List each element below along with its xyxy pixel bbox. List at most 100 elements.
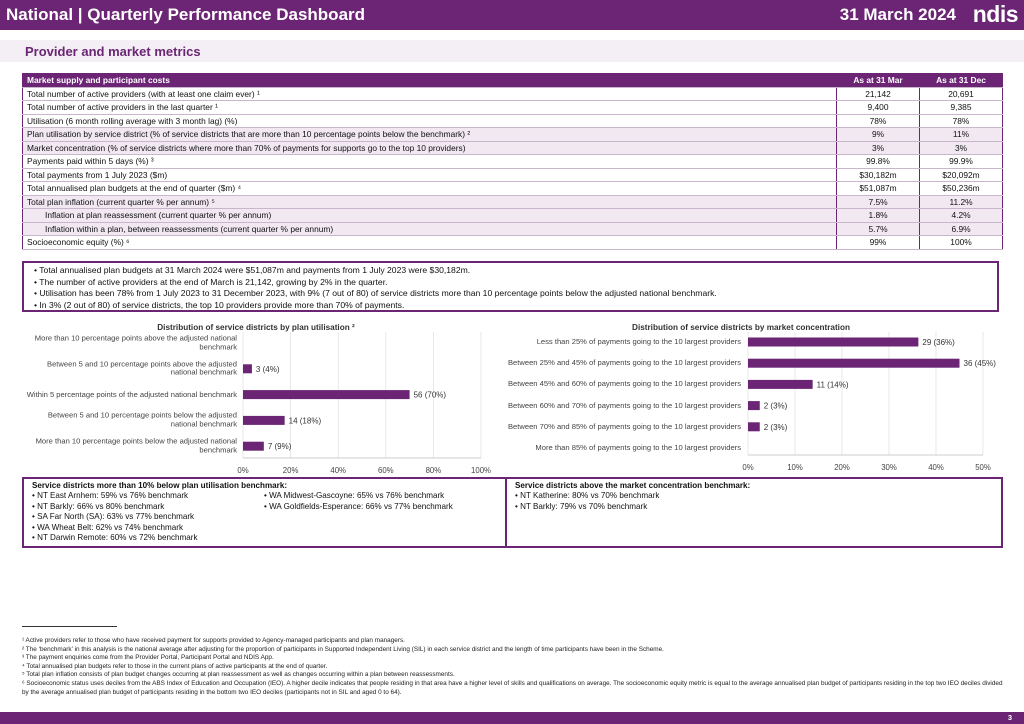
table-cell: 20,691 xyxy=(919,87,1003,101)
y-category-label: More than 10 percentage points above the… xyxy=(34,333,237,351)
bullet-marker: • xyxy=(32,491,38,500)
footer-bar xyxy=(0,712,1024,724)
footnote: ⁶ Socioeconomic status uses deciles from… xyxy=(22,679,1003,696)
data-label: 2 (3%) xyxy=(764,402,788,411)
bullet-marker: • xyxy=(32,512,38,522)
info-box: Service districts more than 10% below pl… xyxy=(22,477,507,548)
y-category-label: Between 25% and 45% of payments going to… xyxy=(507,357,741,367)
table-cell: Total annualised plan budgets at the end… xyxy=(22,181,837,196)
y-category-label: Between 5 and 10 percentage points below… xyxy=(47,410,237,429)
y-category-label: Within 5 percentage points of the adjust… xyxy=(26,389,237,399)
page-title: National | Quarterly Performance Dashboa… xyxy=(6,5,366,24)
table-cell: 21,142 xyxy=(836,87,920,101)
x-tick-label: 10% xyxy=(787,463,803,472)
table-cell: 99% xyxy=(836,235,920,250)
table-cell: 99.9% xyxy=(919,154,1003,169)
table-cell: 7.5% xyxy=(836,195,920,209)
x-tick-label: 100% xyxy=(471,466,491,475)
bullet-marker: • xyxy=(264,501,270,511)
box-item-text: WA Wheat Belt: 62% vs 74% benchmark xyxy=(37,522,183,532)
footnote-rule xyxy=(22,626,117,627)
box-item-text: WA Midwest-Gascoyne: 65% vs 76% benchmar… xyxy=(269,491,445,500)
footnote: ³ The payment enquiries come from the Pr… xyxy=(22,654,274,662)
chart: Distribution of service districts by pla… xyxy=(22,320,505,475)
bullet-marker: • xyxy=(515,501,521,511)
bar xyxy=(243,415,285,425)
bar xyxy=(243,390,410,400)
header-bar xyxy=(0,0,1024,30)
data-label: 11 (14%) xyxy=(817,380,849,389)
table-cell: 100% xyxy=(919,235,1003,250)
table-cell: 1.8% xyxy=(836,208,920,223)
bullet-marker: • xyxy=(34,265,40,275)
box-item-text: NT Darwin Remote: 60% vs 72% benchmark xyxy=(37,533,198,543)
box-item: • WA Goldfields-Esperance: 66% vs 77% be… xyxy=(264,502,496,513)
box-item: • WA Wheat Belt: 62% vs 74% benchmark xyxy=(32,523,264,534)
x-tick-label: 0% xyxy=(742,463,754,472)
table-cell: 11% xyxy=(919,127,1003,142)
y-category-label: More than 85% of payments going to the 1… xyxy=(535,442,741,452)
box-item-text: NT Barkly: 79% vs 70% benchmark xyxy=(520,501,648,511)
table-cell: Plan utilisation by service district (% … xyxy=(22,127,837,142)
chart: Distribution of service districts by mar… xyxy=(507,320,1003,475)
bullet-item: • Total annualised plan budgets at 31 Ma… xyxy=(34,265,997,277)
table-cell: Market concentration (% of service distr… xyxy=(22,141,837,155)
table-cell: 4.2% xyxy=(919,208,1003,223)
table-cell: 99.8% xyxy=(836,154,920,169)
bullet-marker: • xyxy=(34,276,40,287)
table-row: Market concentration (% of service distr… xyxy=(22,141,1003,155)
report-date: 31 March 2024 xyxy=(839,5,956,24)
y-category-label: More than 10 percentage points below the… xyxy=(35,436,237,455)
table-cell: $50,236m xyxy=(919,181,1003,196)
chart-title: Distribution of service districts by mar… xyxy=(632,323,850,332)
chart-title: Distribution of service districts by pla… xyxy=(157,323,355,332)
table-header-row: Market supply and participant costs As at… xyxy=(22,73,1003,88)
bullet-item: • The number of active providers at the … xyxy=(34,277,997,289)
x-tick-label: 20% xyxy=(834,463,850,472)
box-item: • NT Barkly: 66% vs 80% benchmark xyxy=(32,502,264,513)
box-item: • WA Midwest-Gascoyne: 65% vs 76% benchm… xyxy=(264,491,496,502)
column-header: As at 31 Mar xyxy=(836,73,920,88)
bullet-text: Utilisation has been 78% from 1 July 202… xyxy=(39,288,717,298)
bar xyxy=(748,358,960,368)
footnotes: ¹ Active providers refer to those who ha… xyxy=(22,637,1007,697)
data-label: 7 (9%) xyxy=(268,442,292,451)
table-cell: $51,087m xyxy=(836,181,920,196)
bullet-item: • Utilisation has been 78% from 1 July 2… xyxy=(34,288,997,300)
plot-area: 3 (4%) 56 (70%) 14 (18%) 7 (9%) xyxy=(242,332,482,459)
box-item-text: NT Katherine: 80% vs 70% benchmark xyxy=(520,491,660,500)
table-row: Total number of active providers in the … xyxy=(22,100,1003,115)
column-header: Market supply and participant costs xyxy=(22,73,837,88)
table-cell: Utilisation (6 month rolling average wit… xyxy=(22,114,837,128)
table-cell: 78% xyxy=(919,114,1003,128)
table-cell: Total payments from 1 July 2023 ($m) xyxy=(22,168,837,182)
box-item-text: NT Barkly: 66% vs 80% benchmark xyxy=(37,501,165,511)
box-item: • NT Katherine: 80% vs 70% benchmark xyxy=(515,491,747,502)
data-label: 2 (3%) xyxy=(764,423,788,432)
table-cell: 9% xyxy=(836,127,920,142)
bullet-marker: • xyxy=(32,522,38,532)
box-title: Service districts more than 10% below pl… xyxy=(32,481,288,490)
bar xyxy=(243,364,252,374)
bullet-marker: • xyxy=(264,491,270,500)
metrics-table: Market supply and participant costs As at… xyxy=(22,73,1003,250)
table-row: Inflation within a plan, between reasses… xyxy=(22,222,1003,236)
x-tick-label: 30% xyxy=(881,463,897,472)
section-bar xyxy=(0,40,1024,62)
bullet-text: In 3% (2 out of 80) of service districts… xyxy=(39,299,405,310)
box-title: Service districts above the market conce… xyxy=(515,481,751,490)
data-label: 29 (36%) xyxy=(922,338,955,347)
box-item: • NT East Arnhem: 59% vs 76% benchmark xyxy=(32,491,264,502)
x-tick-label: 40% xyxy=(928,463,944,472)
bullet-text: Total annualised plan budgets at 31 Marc… xyxy=(39,265,471,275)
box-item: • SA Far North (SA): 63% vs 77% benchmar… xyxy=(32,512,264,523)
bar xyxy=(748,379,813,389)
page-number: 3 xyxy=(1007,713,1012,722)
table-cell: Total number of active providers (with a… xyxy=(22,87,837,101)
y-category-label: Between 5 and 10 percentage points above… xyxy=(47,359,237,377)
table-row: Total plan inflation (current quarter % … xyxy=(22,195,1003,209)
table-cell: $30,182m xyxy=(836,168,920,182)
table-cell: Total number of active providers in the … xyxy=(22,100,837,115)
y-category-label: Between 45% and 60% of payments going to… xyxy=(507,379,741,389)
